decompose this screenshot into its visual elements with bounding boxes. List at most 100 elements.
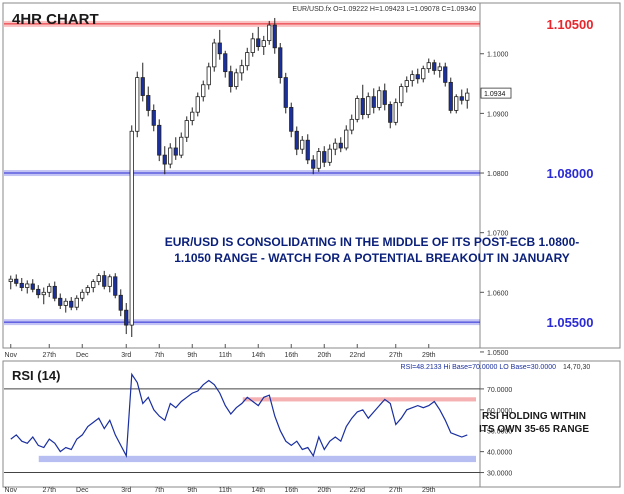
candle (157, 124, 162, 156)
rsi-x-tick-label: 20th (317, 487, 331, 494)
rsi-y-tick-label: 50.0000 (487, 429, 512, 436)
rsi-info-params: 14,70,30 (563, 364, 590, 371)
x-tick-label: 14th (251, 352, 265, 359)
rsi-y-tick-label: 30.0000 (487, 471, 512, 478)
x-tick-label: 29th (422, 352, 436, 359)
candle (459, 96, 464, 101)
candle (454, 96, 459, 111)
candle (69, 300, 74, 308)
candle (432, 62, 437, 71)
candle (173, 147, 178, 156)
candle (212, 42, 217, 68)
candle (256, 38, 261, 47)
candle (245, 52, 250, 67)
x-tick-label: 27th (42, 352, 56, 359)
x-tick-label: 27th (389, 352, 403, 359)
candle (322, 151, 327, 163)
x-tick-label: 9th (187, 352, 197, 359)
rsi-band-0 (242, 397, 476, 402)
rsi-x-tick-label: 27th (389, 487, 403, 494)
x-tick-label: Nov (5, 352, 18, 359)
candle (272, 24, 277, 49)
candle (63, 300, 68, 306)
main-chart-title: 4HR CHART (12, 11, 99, 28)
main-panel-frame (2, 2, 621, 349)
candle (36, 288, 41, 296)
candle (234, 72, 239, 87)
candle (102, 275, 107, 287)
candle (58, 297, 63, 306)
main-levels: 1.10500 1.08000 1.05500 (4, 17, 594, 330)
candle (327, 148, 332, 163)
main-annotation-line-1: EUR/USD IS CONSOLIDATING IN THE MIDDLE O… (165, 235, 580, 249)
x-tick-label: 3rd (121, 352, 131, 359)
candle (140, 77, 145, 96)
candle (333, 142, 338, 150)
rsi-y-tick-label: 60.0000 (487, 408, 512, 415)
rsi-x-tick-label: 9th (187, 487, 197, 494)
candle (190, 111, 195, 121)
candle (52, 285, 57, 299)
rsi-panel-title: RSI (14) (12, 368, 60, 383)
candle (146, 95, 151, 111)
level-label-0: 1.10500 (547, 17, 594, 32)
rsi-x-tick-label: 29th (422, 487, 436, 494)
candle (388, 104, 393, 123)
candle (80, 291, 85, 299)
rsi-bands (4, 388, 480, 474)
rsi-x-tick-label: 14th (251, 487, 265, 494)
rsi-y-tick-label: 40.0000 (487, 450, 512, 457)
candle (85, 287, 90, 293)
y-tick-label: 1.1000 (487, 52, 509, 59)
candle (151, 110, 156, 126)
rsi-x-tick-label: 3rd (121, 487, 131, 494)
candle (448, 81, 453, 111)
candle (118, 294, 123, 311)
candle (443, 66, 448, 83)
y-tick-label: 1.0900 (487, 111, 509, 118)
rsi-panel-frame (2, 360, 621, 488)
candle (360, 98, 365, 115)
candle (91, 281, 96, 288)
rsi-annotation-line-2: ITS OWN 35-65 RANGE (479, 424, 589, 435)
rsi-annotation-line-1: RSI HOLDING WITHIN (482, 411, 586, 422)
candle (465, 92, 470, 101)
candle (168, 147, 173, 165)
candle (19, 282, 24, 288)
rsi-x-tick-label: 27th (42, 487, 56, 494)
candle (437, 66, 442, 71)
candle (228, 71, 233, 87)
level-label-1: 1.08000 (547, 166, 594, 181)
rsi-x-axis: Nov 27th Dec 3rd 7th 9th 11th 14th 16th 20th 22nd 2… (5, 487, 436, 494)
rsi-band-1 (38, 455, 476, 463)
candle (300, 139, 305, 150)
candle (179, 136, 184, 156)
rsi-line (10, 372, 468, 458)
candle (96, 275, 101, 282)
candle (426, 62, 431, 70)
candle (421, 68, 426, 80)
x-tick-label: 7th (154, 352, 164, 359)
candle (366, 96, 371, 115)
candle (47, 285, 52, 293)
candle (289, 107, 294, 132)
rsi-x-tick-label: 22nd (349, 487, 365, 494)
candle (371, 96, 376, 108)
candle (239, 65, 244, 74)
candle (107, 276, 112, 287)
candle (8, 278, 13, 282)
x-tick-label: Dec (76, 352, 89, 359)
candle (344, 129, 349, 149)
x-tick-label: 11th (219, 352, 232, 359)
candle (404, 80, 409, 87)
rsi-x-tick-label: Nov (5, 487, 18, 494)
candle (261, 40, 266, 47)
candle (410, 74, 415, 81)
x-tick-label: 20th (317, 352, 331, 359)
candle (129, 130, 134, 326)
candle (135, 77, 140, 132)
y-tick-label: 1.0800 (487, 171, 509, 178)
candle (41, 291, 46, 296)
